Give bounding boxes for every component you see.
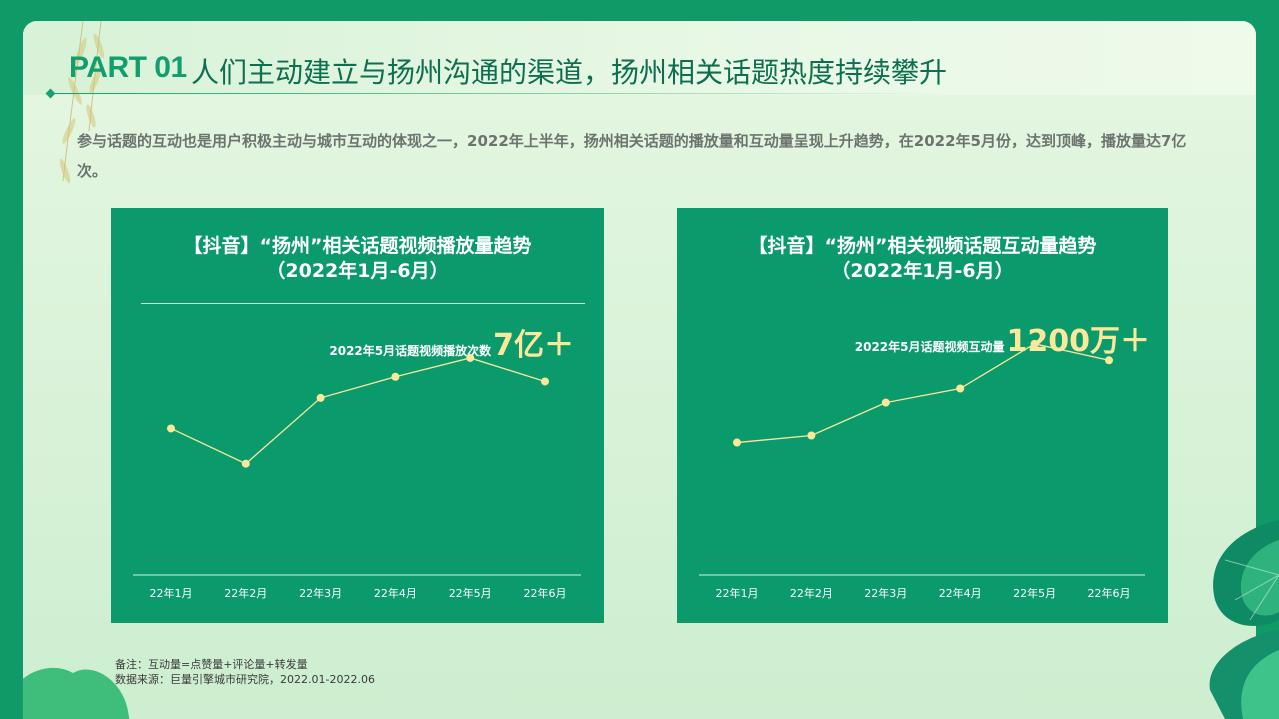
lotus-leaf-decoration	[1209, 520, 1279, 719]
cloud-mound-decoration	[23, 667, 130, 719]
data-point	[881, 398, 890, 407]
highlight-value: 7亿＋	[493, 328, 574, 363]
x-tick-label: 22年1月	[150, 586, 193, 600]
x-tick-label: 22年1月	[716, 586, 759, 600]
x-tick-label: 22年6月	[1088, 586, 1131, 600]
data-point	[1030, 339, 1039, 348]
chart-title: 【抖音】“扬州”相关视频话题互动量趋势	[748, 235, 1097, 257]
highlight-label: 2022年5月话题视频播放次数	[329, 344, 492, 358]
note-source: 数据来源：巨量引擎城市研究院，2022.01-2022.06	[115, 673, 375, 686]
x-tick-label: 22年5月	[1013, 586, 1056, 600]
header-divider	[49, 93, 949, 94]
line-chart-interactions: 22年1月 22年2月 22年3月 22年4月 22年5月 22年6月	[699, 339, 1145, 600]
line-chart-plays: 22年1月 22年2月 22年3月 22年4月 22年5月 22年6月	[133, 353, 581, 600]
data-point	[167, 424, 175, 433]
data-point	[466, 353, 475, 362]
data-point	[241, 459, 250, 468]
x-tick-label: 22年2月	[790, 586, 833, 600]
chart-title: 【抖音】“扬州”相关话题视频播放量趋势	[183, 235, 532, 257]
note-definition: 备注：互动量=点赞量+评论量+转发量	[115, 658, 308, 671]
description-text: 参与话题的互动也是用户积极主动与城市互动的体现之一，2022年上半年，扬州相关话…	[77, 132, 1187, 180]
x-tick-label: 22年3月	[864, 586, 907, 600]
data-point	[391, 372, 400, 381]
header-strip	[23, 21, 1256, 95]
willow-leaves-decoration	[59, 21, 105, 184]
chart-card-plays: 【抖音】“扬州”相关话题视频播放量趋势 （2022年1月-6月） 2022年5月…	[111, 208, 604, 623]
page-title: 人们主动建立与扬州沟通的渠道，扬州相关话题热度持续攀升	[191, 56, 948, 89]
chart-subtitle: （2022年1月-6月）	[266, 260, 449, 282]
highlight-label: 2022年5月话题视频互动量	[854, 340, 1005, 354]
data-point	[541, 377, 549, 386]
data-point	[956, 384, 965, 393]
x-tick-label: 22年4月	[374, 586, 417, 600]
series-line	[736, 343, 1110, 444]
x-tick-label: 22年3月	[299, 586, 342, 600]
notes: 备注：互动量=点赞量+评论量+转发量 数据来源：巨量引擎城市研究院，2022.0…	[115, 657, 375, 687]
series-line	[170, 357, 546, 465]
x-tick-label: 22年2月	[224, 586, 267, 600]
chart-subtitle: （2022年1月-6月）	[831, 260, 1014, 282]
data-point	[1105, 356, 1113, 365]
x-tick-label: 22年6月	[524, 586, 567, 600]
data-point	[733, 438, 741, 447]
data-point	[807, 431, 816, 440]
chart-card-interactions: 【抖音】“扬州”相关视频话题互动量趋势 （2022年1月-6月） 2022年5月…	[677, 208, 1168, 623]
highlight-callout: 2022年5月话题视频播放次数 7亿＋	[329, 320, 574, 364]
title-rule	[141, 303, 585, 304]
x-tick-label: 22年5月	[449, 586, 492, 600]
data-point	[316, 393, 325, 402]
x-tick-label: 22年4月	[939, 586, 982, 600]
part-label: PART 01	[69, 51, 187, 84]
